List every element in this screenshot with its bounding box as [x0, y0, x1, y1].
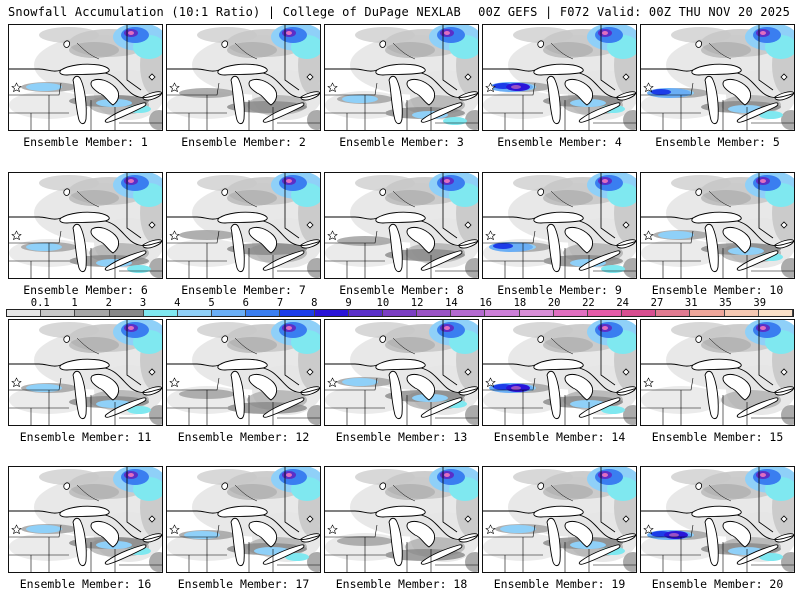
ensemble-member-map [482, 24, 637, 131]
ensemble-member-label: Ensemble Member: 13 [335, 430, 468, 444]
ensemble-member-label: Ensemble Member: 10 [651, 283, 784, 297]
ensemble-member-map [640, 466, 795, 573]
colorbar-swatch [109, 310, 144, 316]
colorbar-swatch [41, 310, 76, 316]
colorbar-tick-label: 12 [410, 297, 424, 309]
colorbar-tick-label: 31 [684, 297, 698, 309]
ensemble-member-label: Ensemble Member: 1 [23, 135, 148, 149]
ensemble-member-map [324, 24, 479, 131]
ensemble-member-map [640, 319, 795, 426]
ensemble-member-map [482, 319, 637, 426]
ensemble-member-label: Ensemble Member: 12 [177, 430, 310, 444]
colorbar-tick-label: 16 [479, 297, 492, 309]
colorbar-swatches [6, 309, 794, 317]
ensemble-member-map [8, 466, 163, 573]
colorbar-swatch [690, 310, 725, 316]
colorbar-swatch [451, 310, 486, 316]
colorbar-tick-label: 6 [242, 297, 249, 309]
ensemble-member-label: Ensemble Member: 4 [497, 135, 622, 149]
ensemble-member-label: Ensemble Member: 8 [339, 283, 464, 297]
colorbar-tick-label: 22 [582, 297, 595, 309]
ensemble-member-map [8, 319, 163, 426]
colorbar-tick-label: 2 [105, 297, 112, 309]
ensemble-member-label: Ensemble Member: 16 [19, 577, 152, 591]
ensemble-member-label: Ensemble Member: 6 [23, 283, 148, 297]
ensemble-member-map [166, 24, 321, 131]
ensemble-member-map [324, 466, 479, 573]
ensemble-member-map [640, 172, 795, 279]
ensemble-member-label: Ensemble Member: 5 [655, 135, 780, 149]
ensemble-member-map [640, 24, 795, 131]
colorbar-swatch [553, 310, 588, 316]
colorbar-tick-label: 35 [719, 297, 732, 309]
model-run-info: 00Z GEFS | F072 Valid: 00Z THU NOV 20 20… [478, 5, 790, 19]
ensemble-member-map [8, 24, 163, 131]
ensemble-member-map [166, 319, 321, 426]
colorbar-tick-label: 18 [513, 297, 527, 309]
ensemble-member-label: Ensemble Member: 7 [181, 283, 306, 297]
colorbar-tick-label: 14 [445, 297, 458, 309]
colorbar-swatch [587, 310, 623, 316]
ensemble-member-map [482, 172, 637, 279]
snowfall-colorbar: 0.1 1 2 3 4 5 6 7 8 9 10 12 14 16 18 20 22 24 27 31 35 39 [6, 297, 794, 319]
ensemble-member-label: Ensemble Member: 3 [339, 135, 464, 149]
colorbar-swatch [758, 310, 793, 316]
colorbar-swatch [143, 310, 178, 316]
colorbar-swatch [177, 310, 213, 316]
colorbar-tick-label: 10 [376, 297, 390, 309]
colorbar-swatch [75, 310, 110, 316]
colorbar-tick-label: 4 [174, 297, 181, 309]
colorbar-swatch [382, 310, 418, 316]
ensemble-member-label: Ensemble Member: 17 [177, 577, 310, 591]
colorbar-swatch [724, 310, 759, 316]
colorbar-tick-label: 7 [276, 297, 284, 309]
ensemble-member-map [324, 319, 479, 426]
ensemble-member-label: Ensemble Member: 20 [651, 577, 784, 591]
map-title: Snowfall Accumulation (10:1 Ratio) | Col… [8, 5, 461, 19]
colorbar-swatch [656, 310, 691, 316]
colorbar-tick-label: 27 [650, 297, 664, 309]
ensemble-member-label: Ensemble Member: 18 [335, 577, 468, 591]
ensemble-member-label: Ensemble Member: 11 [19, 430, 152, 444]
ensemble-member-map [166, 172, 321, 279]
ensemble-member-label: Ensemble Member: 15 [651, 430, 784, 444]
ensemble-member-label: Ensemble Member: 14 [493, 430, 626, 444]
colorbar-swatch [7, 310, 42, 316]
colorbar-swatch [246, 310, 281, 316]
colorbar-swatch [417, 310, 452, 316]
colorbar-tick-label: 3 [139, 297, 147, 309]
ensemble-member-map [166, 466, 321, 573]
ensemble-member-label: Ensemble Member: 19 [493, 577, 626, 591]
colorbar-swatch [314, 310, 349, 316]
ensemble-member-map [8, 172, 163, 279]
colorbar-swatch [348, 310, 383, 316]
ensemble-member-map [324, 172, 479, 279]
colorbar-swatch [622, 310, 657, 316]
colorbar-swatch [280, 310, 315, 316]
ensemble-member-label: Ensemble Member: 2 [181, 135, 306, 149]
colorbar-swatch [485, 310, 520, 316]
colorbar-tick-label: 5 [208, 297, 215, 309]
colorbar-tick-label: 20 [547, 297, 561, 309]
colorbar-tick-label: 8 [311, 297, 318, 309]
colorbar-tick-label: 39 [753, 297, 767, 309]
colorbar-tick-label: 1 [71, 297, 78, 309]
colorbar-swatch [519, 310, 554, 316]
colorbar-swatch [212, 310, 247, 316]
ensemble-member-map [482, 466, 637, 573]
colorbar-tick-label: 0.1 [30, 297, 50, 309]
colorbar-tick-label: 9 [345, 297, 352, 309]
colorbar-tick-label: 24 [616, 297, 630, 309]
ensemble-member-label: Ensemble Member: 9 [497, 283, 622, 297]
